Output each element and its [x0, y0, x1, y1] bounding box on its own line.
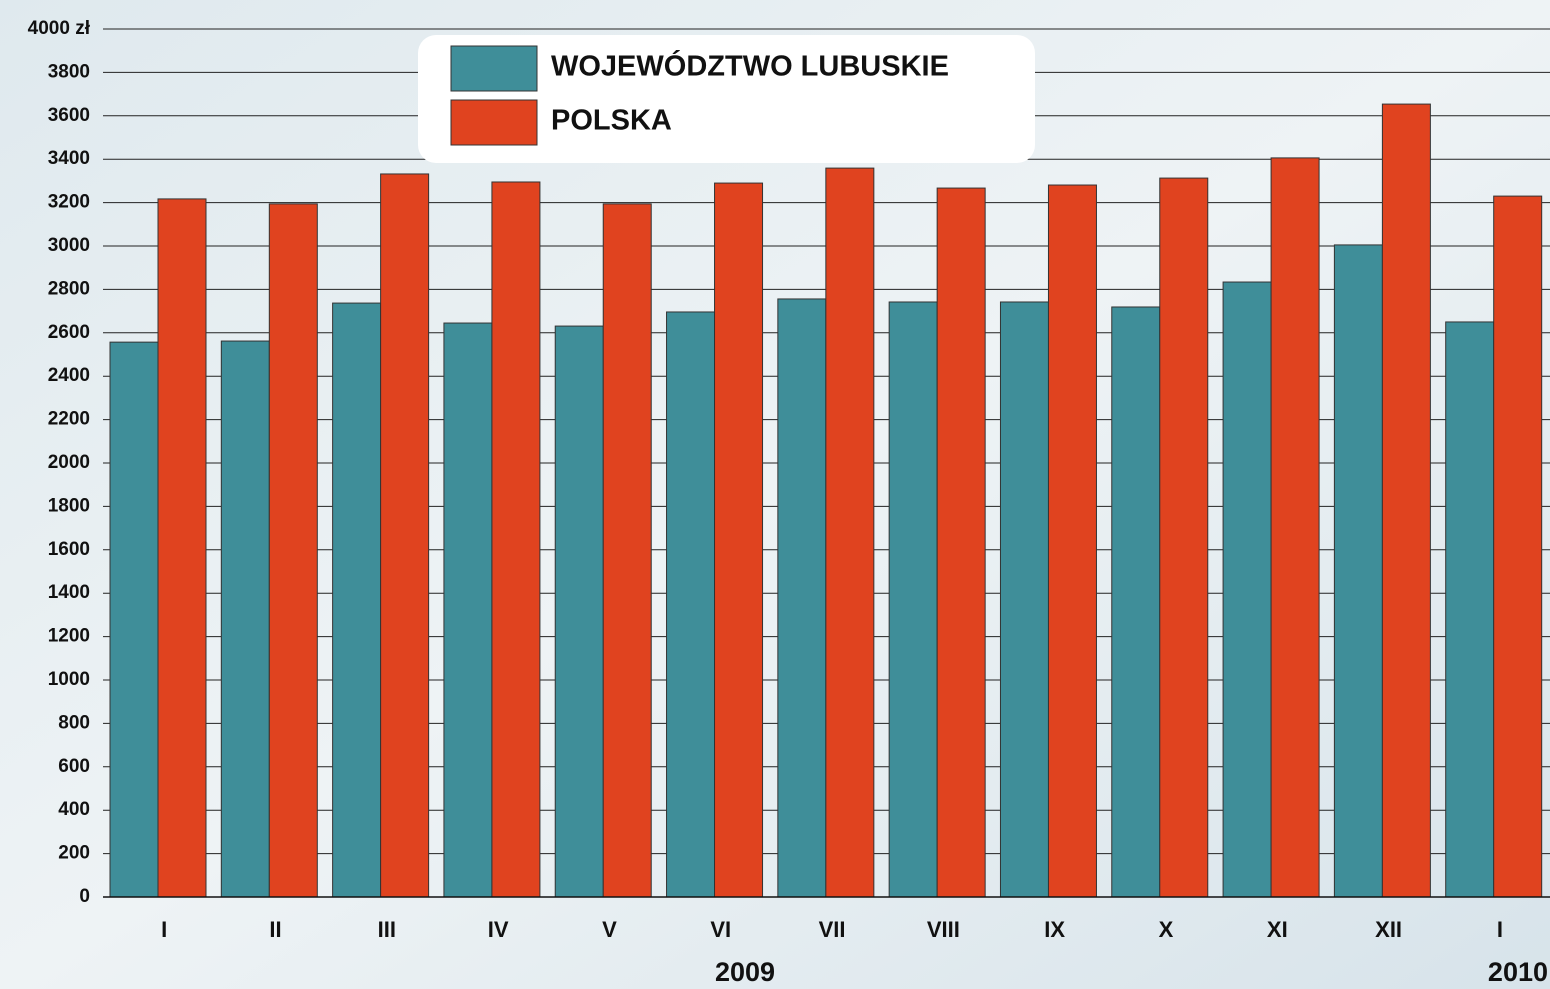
- bar: [110, 342, 158, 897]
- y-tick-label: 2200: [48, 409, 90, 430]
- bar: [603, 204, 651, 897]
- legend-label: POLSKA: [551, 105, 672, 137]
- bar: [269, 204, 317, 897]
- bar: [333, 303, 381, 897]
- bar: [667, 312, 715, 897]
- bar: [221, 341, 269, 897]
- y-tick-label: 2000: [48, 452, 90, 473]
- x-tick-label: IV: [488, 917, 509, 942]
- bar: [1160, 178, 1208, 897]
- legend-label: WOJEWÓDZTWO LUBUSKIE: [551, 49, 949, 83]
- bar: [1334, 245, 1382, 897]
- bar: [1271, 158, 1319, 897]
- y-tick-label: 3000: [48, 235, 90, 256]
- bar: [444, 323, 492, 897]
- x-tick-label: I: [1497, 917, 1503, 942]
- y-tick-label: 1600: [48, 539, 90, 560]
- chart: 0 200 400 600 800 1000 1200 1400 1600 1800 2000 220…: [0, 0, 1550, 989]
- y-tick-label: 2600: [48, 322, 90, 343]
- y-tick-label: 1400: [48, 582, 90, 603]
- x-tick-label: XII: [1375, 917, 1402, 942]
- bar: [889, 302, 937, 897]
- x-tick-label: X: [1159, 917, 1174, 942]
- x-tick-label: III: [378, 917, 396, 942]
- bar: [1048, 185, 1096, 897]
- bar: [492, 182, 540, 897]
- y-tick-label: 1000: [48, 669, 90, 690]
- legend-swatch: [451, 100, 537, 145]
- y-tick-label: 200: [58, 843, 90, 864]
- y-tick-label: 3800: [48, 61, 90, 82]
- bar: [778, 299, 826, 897]
- bar: [1000, 302, 1048, 897]
- year-label: 2009: [715, 957, 775, 987]
- y-tick-label: 1200: [48, 626, 90, 647]
- y-tick-label: 800: [58, 712, 90, 733]
- legend-swatch: [451, 46, 537, 91]
- y-tick-label: 2800: [48, 278, 90, 299]
- y-tick-label: 4000 zł: [28, 18, 91, 39]
- y-tick-label: 3600: [48, 105, 90, 126]
- x-tick-label: VII: [819, 917, 846, 942]
- x-tick-label: V: [602, 917, 617, 942]
- x-tick-label: XI: [1267, 917, 1288, 942]
- bar: [1112, 307, 1160, 897]
- y-tick-label: 2400: [48, 365, 90, 386]
- y-tick-label: 0: [79, 886, 90, 907]
- x-tick-label: VIII: [927, 917, 960, 942]
- bar: [158, 199, 206, 897]
- y-tick-label: 3400: [48, 148, 90, 169]
- bar: [1382, 104, 1430, 897]
- x-tick-label: VI: [710, 917, 731, 942]
- x-tick-label: II: [269, 917, 281, 942]
- y-tick-label: 400: [58, 799, 90, 820]
- y-tick-label: 600: [58, 756, 90, 777]
- bar: [937, 188, 985, 897]
- bar: [715, 183, 763, 897]
- year-label: 2010: [1488, 957, 1548, 987]
- y-tick-label: 3200: [48, 192, 90, 213]
- bar: [555, 326, 603, 897]
- bar: [826, 168, 874, 897]
- x-tick-label: IX: [1044, 917, 1065, 942]
- bar: [1223, 282, 1271, 897]
- x-tick-label: I: [161, 917, 167, 942]
- y-tick-label: 1800: [48, 495, 90, 516]
- bar: [1446, 322, 1494, 897]
- bar: [381, 174, 429, 897]
- bar: [1494, 196, 1542, 897]
